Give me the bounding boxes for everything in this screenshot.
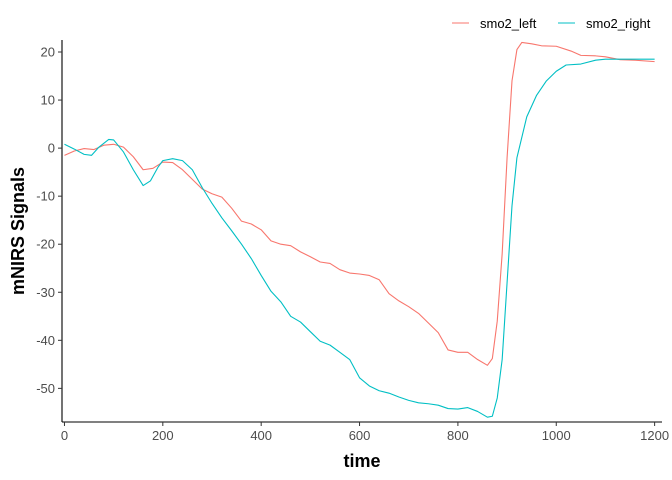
y-tick-label: -50 bbox=[36, 381, 55, 396]
y-axis-ticks: -50 -40 -30 -20 -10 0 10 20 bbox=[36, 45, 62, 396]
y-tick-label: -20 bbox=[36, 237, 55, 252]
x-tick-label: 800 bbox=[447, 428, 469, 443]
y-tick-label: 10 bbox=[41, 93, 55, 108]
legend-label-smo2-left: smo2_left bbox=[480, 16, 537, 31]
x-tick-label: 1000 bbox=[542, 428, 571, 443]
x-tick-label: 600 bbox=[349, 428, 371, 443]
series-lines bbox=[64, 41, 655, 418]
x-axis-ticks: 0 200 400 600 800 1000 1200 bbox=[61, 422, 669, 443]
x-tick-label: 0 bbox=[61, 428, 68, 443]
legend: smo2_left smo2_right bbox=[452, 16, 651, 31]
y-tick-label: -30 bbox=[36, 285, 55, 300]
legend-label-smo2-right: smo2_right bbox=[586, 16, 651, 31]
x-tick-label: 1200 bbox=[640, 428, 669, 443]
y-tick-label: 0 bbox=[48, 141, 55, 156]
x-tick-label: 400 bbox=[250, 428, 272, 443]
y-axis-title: mNIRS Signals bbox=[8, 167, 28, 295]
plot-area: 0 200 400 600 800 1000 1200 -50 -40 -30 -20 -10 0 10… bbox=[36, 40, 669, 443]
y-tick-label: -40 bbox=[36, 333, 55, 348]
y-tick-label: -10 bbox=[36, 189, 55, 204]
x-tick-label: 200 bbox=[152, 428, 174, 443]
series-line-smo2-right bbox=[64, 58, 655, 418]
x-axis-title: time bbox=[343, 451, 380, 471]
y-tick-label: 20 bbox=[41, 45, 55, 60]
series-line-smo2-left bbox=[64, 41, 655, 366]
